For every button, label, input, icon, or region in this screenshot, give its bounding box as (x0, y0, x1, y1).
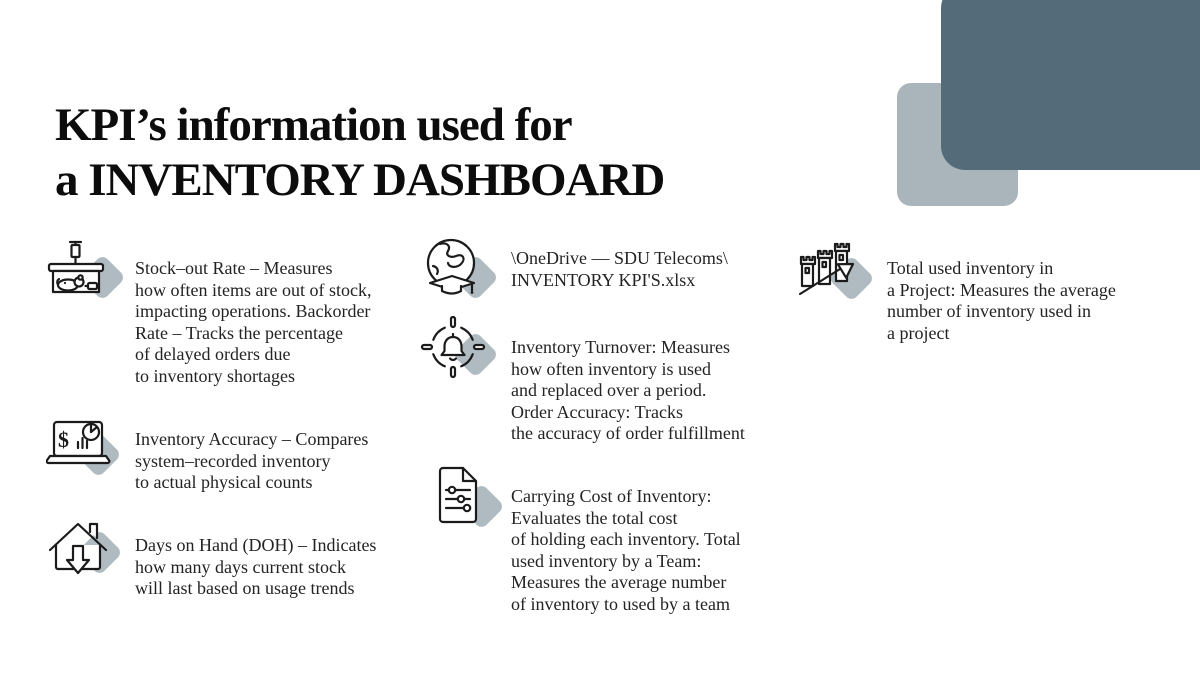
lab-experiment-icon (44, 238, 112, 306)
page-title: KPI’s information used for a INVENTORY D… (55, 98, 665, 208)
kpi-item-text: Days on Hand (DOH) – Indicates how many … (135, 535, 377, 598)
kpi-item-text: Inventory Turnover: Measures how often i… (511, 337, 745, 443)
page-title-line2: a INVENTORY DASHBOARD (55, 154, 665, 206)
bell-target-icon (420, 316, 488, 384)
house-arrow-icon (44, 518, 112, 586)
document-sliders-icon (427, 462, 495, 530)
page-title-line1: KPI’s information used for (55, 99, 573, 151)
globe-education-icon (420, 236, 488, 304)
kpi-item-text: Stock–out Rate – Measures how often item… (135, 258, 372, 386)
kpi-item-text: Inventory Accuracy – Compares system–rec… (135, 429, 369, 492)
kpi-item-text: Total used inventory in a Project: Measu… (887, 258, 1116, 343)
towers-growth-icon (794, 238, 862, 306)
finance-laptop-icon: $ (46, 416, 114, 484)
kpi-item-text: Carrying Cost of Inventory: Evaluates th… (511, 486, 741, 614)
decor-rect-dark (941, 0, 1200, 170)
kpi-item-text: \OneDrive — SDU Telecoms\ INVENTORY KPI'… (511, 248, 728, 290)
svg-text:$: $ (58, 427, 69, 452)
